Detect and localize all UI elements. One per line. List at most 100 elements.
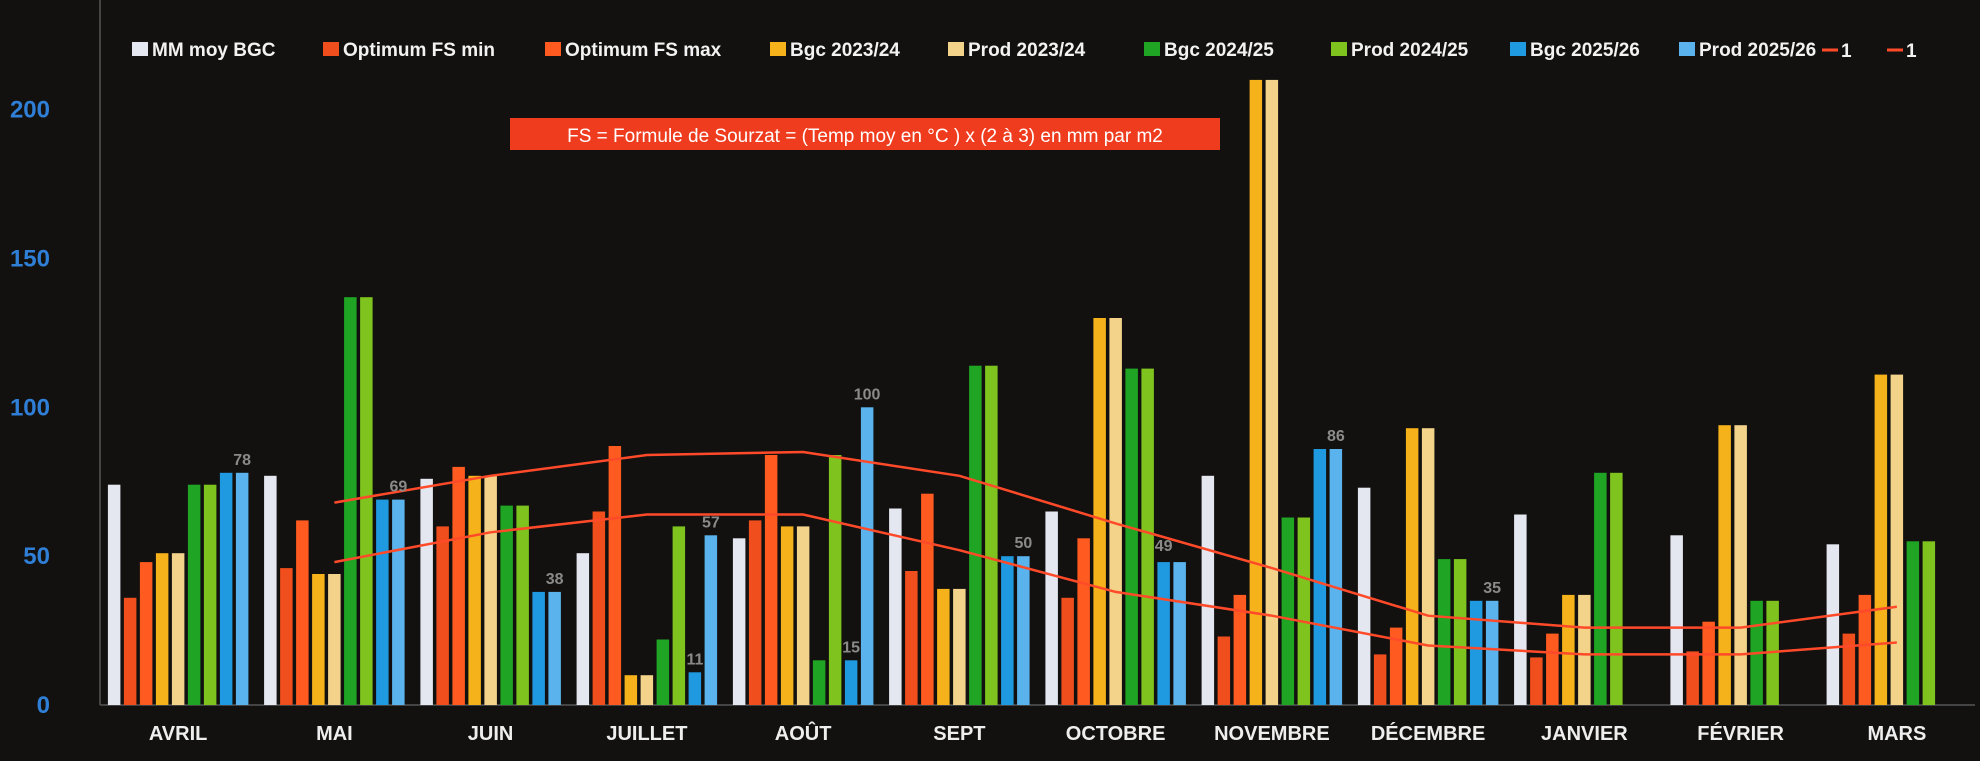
bar [969, 365, 982, 705]
bar [764, 455, 778, 705]
bar [468, 475, 481, 705]
legend-label: Prod 2023/24 [968, 40, 1086, 61]
legend-item: Prod 2025/26 [1679, 40, 1816, 61]
bar [1265, 79, 1279, 705]
bar [1874, 374, 1888, 705]
bar [1249, 79, 1263, 705]
bar [420, 478, 433, 705]
data-label: 100 [854, 386, 881, 403]
data-label: 50 [1015, 535, 1033, 552]
bar [953, 588, 966, 705]
bar [1421, 428, 1435, 705]
bar [1233, 594, 1247, 705]
legend-swatch [770, 42, 786, 56]
x-tick-label: JANVIER [1541, 723, 1628, 745]
series-5 [171, 79, 1904, 705]
bar [516, 505, 529, 705]
series-2 [123, 511, 1856, 705]
bar [608, 446, 622, 705]
bar [640, 675, 654, 705]
bar [985, 365, 998, 705]
bar [484, 475, 497, 705]
legend-label: Bgc 2024/25 [1164, 40, 1274, 61]
bar [1045, 511, 1058, 705]
bar [139, 562, 153, 705]
legend-item: Prod 2024/25 [1331, 40, 1469, 61]
bar [1670, 535, 1683, 705]
bar [436, 526, 449, 705]
y-tick-label: 50 [23, 543, 50, 570]
y-tick-label: 0 [37, 692, 50, 719]
data-label: 49 [1155, 538, 1173, 555]
bar [1141, 368, 1154, 705]
series-3 [139, 446, 1872, 705]
data-label: 15 [842, 639, 860, 656]
bar [1157, 562, 1170, 705]
y-tick-labels: 0 50 100 150 200 [10, 97, 50, 719]
bar [812, 660, 826, 705]
x-tick-labels: AVRIL MAI JUIN JUILLET AOÛT SEPT OCTOBRE NOVEMB… [149, 721, 1927, 745]
x-tick-label: AOÛT [775, 721, 832, 745]
annotation-text: FS = Formule de Sourzat = (Temp moy en °… [567, 126, 1163, 147]
bar [123, 597, 137, 705]
bar [187, 484, 201, 705]
series-9 [235, 407, 1499, 705]
legend-item: Prod 2023/24 [948, 40, 1086, 61]
bar [1906, 541, 1920, 705]
legend-swatch [132, 42, 148, 56]
legend-item: Bgc 2023/24 [770, 40, 900, 61]
x-tick-label: SEPT [933, 723, 985, 745]
data-label: 11 [686, 651, 703, 668]
bar [1201, 475, 1215, 705]
legend-item: Bgc 2024/25 [1144, 40, 1274, 61]
bars [107, 79, 1936, 705]
bar [452, 466, 465, 705]
bar [1578, 594, 1591, 705]
annotation-box [510, 118, 1220, 150]
legend-item: Optimum FS min [323, 40, 495, 61]
legend-label: Bgc 2023/24 [790, 40, 900, 61]
bar [592, 511, 606, 705]
bar [624, 675, 638, 705]
trend-lines [334, 450, 1898, 656]
legend-label: 1 [1906, 41, 1917, 62]
bar [1514, 514, 1527, 705]
bar [1093, 318, 1106, 705]
bar [1125, 368, 1138, 705]
bar [1077, 538, 1090, 705]
bar [500, 505, 513, 705]
x-tick-label: DÉCEMBRE [1371, 722, 1485, 745]
legend-swatch [323, 42, 339, 56]
formula-annotation: FS = Formule de Sourzat = (Temp moy en °… [510, 118, 1220, 150]
bar [1173, 562, 1186, 705]
bar [392, 499, 405, 705]
bar [1858, 594, 1872, 705]
axes [99, 0, 1975, 706]
bar [1297, 517, 1311, 705]
bar [1485, 600, 1499, 705]
bar [1373, 654, 1387, 705]
bar [1594, 472, 1607, 705]
bar [296, 520, 309, 705]
legend-swatch [948, 42, 964, 56]
bar [1437, 559, 1451, 705]
legend-swatch [545, 42, 561, 56]
bar [264, 475, 277, 705]
bar [1546, 633, 1559, 705]
trend-line-1 [334, 513, 1897, 656]
bar [672, 526, 686, 705]
legend-label: 1 [1841, 41, 1852, 62]
bar [796, 526, 810, 705]
legend-swatch [1510, 42, 1526, 56]
bar [312, 574, 325, 705]
bar [1718, 425, 1731, 705]
legend-label: Prod 2024/25 [1351, 40, 1469, 61]
data-label: 35 [1483, 580, 1501, 597]
bar [1061, 597, 1074, 705]
bar [889, 508, 902, 705]
bar [1329, 449, 1343, 705]
bar [171, 553, 185, 705]
bar [1017, 556, 1030, 705]
